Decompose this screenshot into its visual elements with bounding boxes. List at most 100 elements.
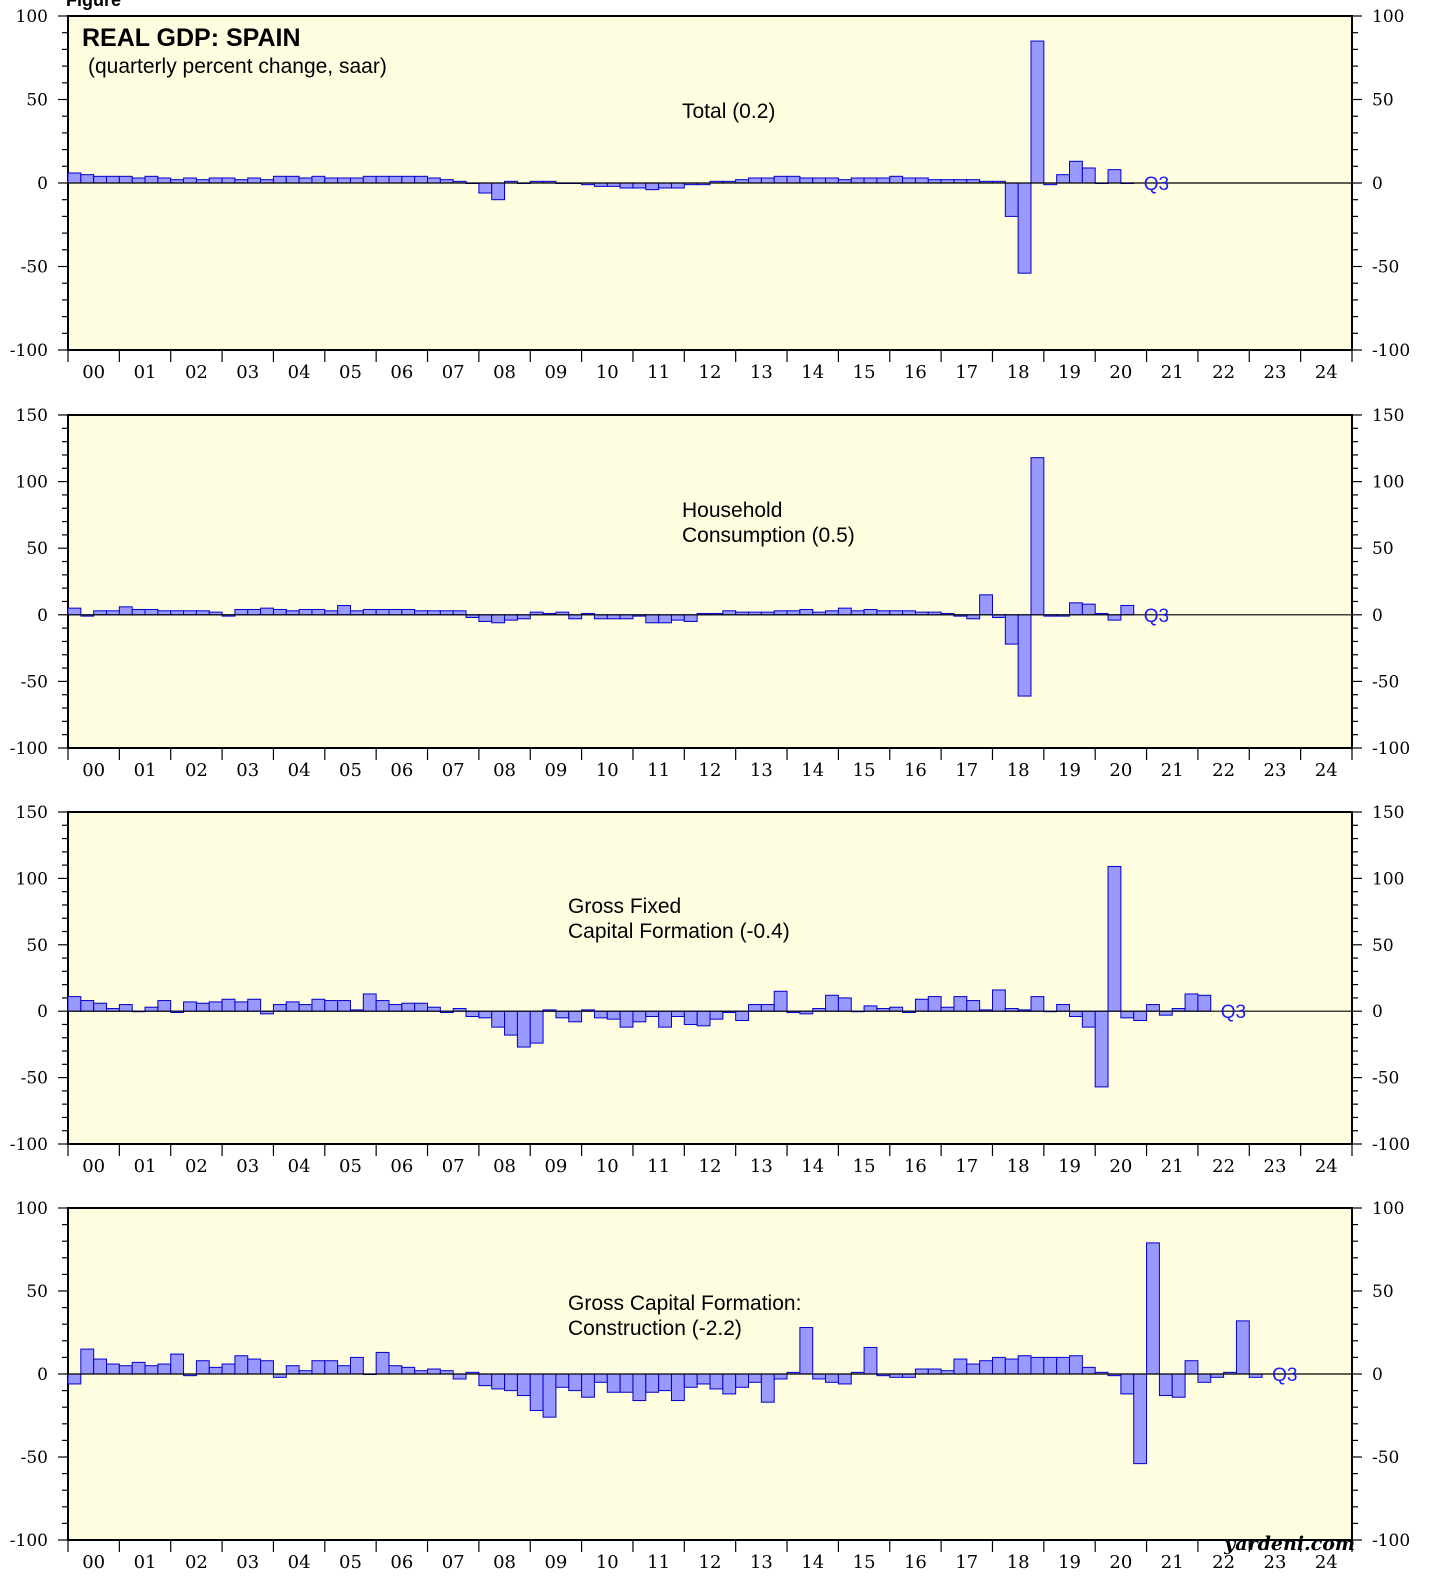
data-bar xyxy=(850,177,865,184)
data-bar xyxy=(593,1010,608,1019)
y-tick-label-left: 150 xyxy=(16,406,48,426)
x-tick-label: 05 xyxy=(339,1156,362,1177)
data-bar xyxy=(760,1004,775,1012)
data-bar xyxy=(837,997,852,1012)
y-tick-label-right: 100 xyxy=(1372,1199,1404,1219)
data-bar xyxy=(709,1010,724,1020)
data-bar xyxy=(966,1000,981,1012)
x-tick-label: 17 xyxy=(955,1552,978,1573)
data-bar xyxy=(67,996,82,1012)
x-tick-label: 00 xyxy=(82,362,105,383)
data-bar xyxy=(889,175,904,184)
data-bar xyxy=(670,182,685,189)
series-label: Total (0.2) xyxy=(682,100,775,123)
y-tick-label-left: 100 xyxy=(16,1199,48,1219)
data-bar xyxy=(735,1373,750,1388)
x-tick-label: 23 xyxy=(1264,1552,1287,1573)
data-bar xyxy=(208,177,223,184)
data-bar xyxy=(1069,1355,1083,1375)
x-tick-label: 20 xyxy=(1109,1552,1132,1573)
x-tick-label: 14 xyxy=(801,1552,824,1573)
data-bar xyxy=(914,177,929,184)
x-tick-label: 01 xyxy=(134,1552,157,1573)
data-bar xyxy=(504,614,518,621)
data-bar xyxy=(606,1373,621,1393)
x-tick-label: 23 xyxy=(1264,760,1287,781)
x-tick-label: 24 xyxy=(1315,760,1338,781)
data-bar xyxy=(183,177,197,184)
x-tick-label: 10 xyxy=(596,1156,619,1177)
data-bar xyxy=(1069,160,1083,184)
data-bar xyxy=(362,175,377,184)
x-tick-label: 11 xyxy=(647,1156,670,1177)
data-bar xyxy=(362,993,377,1012)
last-quarter-label: Q3 xyxy=(1272,1365,1297,1386)
x-tick-label: 10 xyxy=(596,362,619,383)
data-bar xyxy=(414,175,429,184)
data-bar xyxy=(247,998,262,1012)
x-tick-label: 02 xyxy=(185,362,208,383)
data-bar xyxy=(247,608,262,616)
data-bar xyxy=(401,608,416,616)
y-tick-label-left: 100 xyxy=(16,869,48,889)
x-tick-label: 17 xyxy=(955,1156,978,1177)
y-tick-label-left: 50 xyxy=(26,1282,48,1302)
x-tick-label: 09 xyxy=(544,362,567,383)
data-bar xyxy=(362,608,377,616)
data-bar xyxy=(131,177,146,184)
y-tick-label-right: 100 xyxy=(1372,7,1404,27)
data-bar xyxy=(285,1365,300,1375)
data-bar xyxy=(118,1004,133,1012)
x-tick-label: 22 xyxy=(1212,1156,1235,1177)
data-bar xyxy=(504,1010,518,1036)
x-tick-label: 18 xyxy=(1007,1552,1030,1573)
y-tick-label-left: -50 xyxy=(21,1448,48,1468)
data-bar xyxy=(1004,1358,1019,1375)
data-bar xyxy=(658,1373,672,1392)
data-bar xyxy=(311,175,326,184)
data-bar xyxy=(863,1005,878,1012)
last-quarter-label: Q3 xyxy=(1221,1002,1246,1023)
data-bar xyxy=(1184,1360,1199,1375)
data-bar xyxy=(1017,614,1032,697)
x-tick-label: 03 xyxy=(236,760,259,781)
data-bar xyxy=(606,1010,621,1020)
data-bar xyxy=(516,1010,531,1048)
x-tick-label: 13 xyxy=(750,760,773,781)
data-bar xyxy=(195,1002,210,1012)
data-bar xyxy=(991,1356,1006,1375)
data-bar xyxy=(106,1363,120,1375)
data-bar xyxy=(221,998,236,1012)
data-bar xyxy=(195,1360,210,1375)
data-bar xyxy=(1030,457,1045,616)
x-tick-label: 18 xyxy=(1007,362,1030,383)
data-bar xyxy=(1120,604,1135,616)
data-bar xyxy=(670,1373,685,1402)
data-bar xyxy=(876,177,891,184)
y-tick-label-left: 0 xyxy=(37,606,48,626)
data-bar xyxy=(632,1010,647,1023)
x-tick-label: 06 xyxy=(390,1552,413,1573)
data-bar xyxy=(645,614,660,624)
x-tick-label: 14 xyxy=(801,1156,824,1177)
data-bar xyxy=(388,1365,403,1375)
y-tick-label-right: 150 xyxy=(1372,803,1404,823)
x-tick-label: 07 xyxy=(442,760,465,781)
data-bar xyxy=(863,1346,878,1375)
y-tick-label-right: 0 xyxy=(1372,1002,1383,1022)
data-bar xyxy=(170,1353,185,1375)
x-tick-label: 19 xyxy=(1058,760,1081,781)
data-bar xyxy=(247,177,262,184)
data-bar xyxy=(260,1360,274,1375)
data-bar xyxy=(93,175,108,184)
series-label: Gross Fixed xyxy=(568,895,681,918)
last-quarter-label: Q3 xyxy=(1144,606,1169,627)
data-bar xyxy=(375,608,390,616)
data-bar xyxy=(208,1366,223,1375)
data-bar xyxy=(375,175,390,184)
x-tick-label: 24 xyxy=(1315,1552,1338,1573)
x-tick-label: 14 xyxy=(801,362,824,383)
data-bar xyxy=(632,1373,647,1402)
data-bar xyxy=(1107,614,1122,621)
data-bar xyxy=(619,1373,634,1393)
